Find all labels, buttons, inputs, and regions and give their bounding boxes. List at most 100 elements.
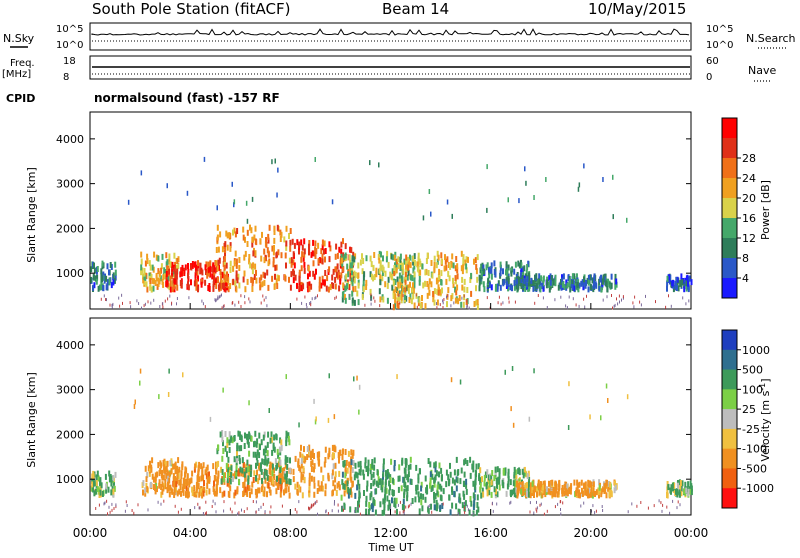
echo-cell [248, 258, 251, 265]
echo-cell [331, 444, 334, 451]
velocity-colorbar-segment [722, 349, 737, 371]
echo-cell [437, 289, 440, 296]
echo-cell [496, 466, 499, 473]
echo-cell [225, 462, 228, 469]
echo-cell [389, 484, 391, 491]
ground-scatter-cell [666, 505, 668, 509]
echo-cell [681, 480, 684, 487]
echo-cell [345, 486, 348, 493]
echo-cell [147, 465, 150, 472]
echo-cell [436, 484, 439, 491]
echo-cell [447, 262, 450, 268]
ground-scatter-cell [298, 500, 300, 504]
echo-cell [150, 466, 153, 473]
echo-cell [365, 495, 368, 502]
echo-cell [112, 475, 115, 482]
echo-cell [523, 466, 526, 473]
echo-cell [445, 481, 448, 488]
echo-cell [208, 270, 211, 277]
echo-cell [460, 250, 463, 257]
echo-cell [307, 286, 310, 293]
sparse-echo-cell [511, 366, 514, 371]
echo-cell [455, 456, 458, 463]
echo-cell [148, 260, 151, 267]
sparse-echo-cell [422, 215, 425, 221]
echo-cell [184, 471, 186, 478]
ground-scatter-cell [215, 298, 217, 302]
echo-cell [421, 505, 424, 512]
echo-cell [430, 486, 433, 492]
sparse-echo-cell [251, 196, 254, 202]
echo-cell [382, 463, 385, 470]
echo-cell [384, 494, 386, 501]
echo-cell [454, 265, 457, 272]
echo-cell [289, 457, 291, 464]
echo-cell [387, 472, 390, 479]
sparse-echo-cell [276, 192, 278, 198]
echo-cell [338, 452, 341, 459]
echo-cell [207, 285, 210, 291]
ground-scatter-cell [229, 507, 231, 511]
echo-cell [582, 280, 585, 287]
echo-cell [279, 236, 282, 242]
echo-cell [240, 470, 243, 477]
ground-scatter-cell [676, 506, 678, 510]
ground-scatter-cell [337, 509, 339, 513]
echo-cell [142, 277, 145, 284]
echo-cell [179, 271, 182, 278]
echo-cell [275, 252, 278, 259]
echo-cell [479, 467, 482, 474]
echo-cell [157, 268, 160, 275]
echo-cell [433, 265, 436, 272]
echo-cell [303, 251, 306, 258]
echo-cell [455, 289, 458, 296]
echo-cell [358, 468, 361, 475]
echo-cell [388, 499, 391, 506]
echo-cell [290, 261, 293, 268]
ground-scatter-cell [238, 300, 240, 304]
echo-cell [403, 258, 406, 265]
echo-cell [666, 275, 669, 282]
echo-cell [417, 252, 420, 259]
echo-cell [499, 264, 502, 271]
ground-scatter-cell [373, 296, 375, 300]
echo-cell [606, 286, 609, 293]
echo-cell [219, 487, 222, 494]
echo-cell [666, 492, 669, 499]
ground-scatter-cell [398, 293, 400, 297]
sparse-echo-cell [166, 183, 168, 189]
echo-cell [349, 471, 352, 478]
echo-cell [517, 487, 520, 494]
echo-cell [393, 497, 396, 504]
echo-cell [386, 282, 389, 289]
echo-cell [265, 469, 268, 476]
ground-scatter-cell [611, 294, 612, 297]
echo-cell [267, 457, 270, 464]
echo-cell [213, 266, 216, 273]
ground-scatter-cell [198, 506, 200, 510]
echo-cell [317, 454, 320, 461]
echo-cell [140, 264, 143, 271]
echo-cell [266, 474, 269, 481]
echo-cell [281, 478, 283, 485]
echo-cell [99, 485, 102, 492]
ground-scatter-cell [640, 501, 642, 504]
echo-cell [150, 274, 153, 280]
ground-scatter-cell [115, 503, 117, 507]
echo-cell [383, 501, 386, 508]
ground-scatter-cell [269, 510, 271, 514]
echo-cell [271, 245, 274, 252]
echo-cell [456, 284, 459, 291]
echo-cell [490, 284, 493, 291]
echo-cell [334, 283, 337, 290]
echo-cell [687, 481, 690, 488]
echo-cell [226, 232, 229, 239]
echo-cell [543, 483, 546, 490]
echo-cell [386, 297, 389, 304]
echo-cell [320, 466, 323, 473]
echo-cell [481, 476, 483, 483]
echo-cell [411, 498, 414, 504]
echo-cell [445, 469, 448, 476]
echo-cell [243, 443, 246, 449]
sparse-echo-cell [528, 416, 531, 422]
